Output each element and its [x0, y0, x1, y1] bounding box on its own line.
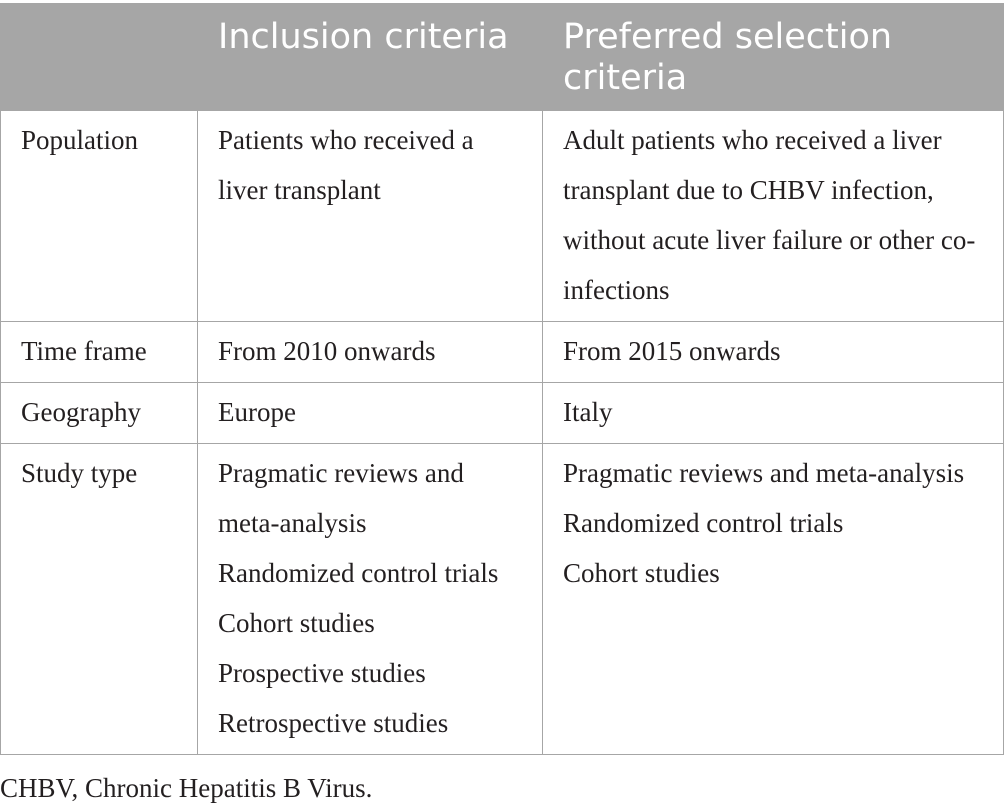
header-row: Inclusion criteria Preferred selection c… — [0, 3, 1004, 111]
inclusion-text: From 2010 onwards — [218, 336, 436, 366]
row-label-text: Time frame — [21, 336, 147, 366]
preferred-cell: Italy — [542, 382, 1004, 444]
preferred-study-item: Pragmatic reviews and meta-analysis — [563, 458, 965, 488]
row-label: Population — [0, 110, 198, 322]
header-inclusion-criteria: Inclusion criteria — [197, 3, 543, 111]
preferred-study-item: Randomized control trials — [563, 508, 844, 538]
inclusion-cell: Pragmatic reviews and meta-analysis Rand… — [197, 443, 543, 755]
table-row-time-frame: Time frame From 2010 onwards From 2015 o… — [0, 321, 1004, 383]
inclusion-text: Patients who received a liver transplant — [218, 125, 474, 205]
preferred-study-item: Cohort studies — [563, 558, 720, 588]
inclusion-cell: From 2010 onwards — [197, 321, 543, 383]
inclusion-cell: Europe — [197, 382, 543, 444]
inclusion-study-item: Pragmatic reviews and meta-analysis — [218, 458, 464, 538]
row-label: Study type — [0, 443, 198, 755]
header-preferred-selection-criteria: Preferred selection criteria — [542, 3, 1004, 111]
preferred-cell: Pragmatic reviews and meta-analysis Rand… — [542, 443, 1004, 755]
preferred-text: Adult patients who received a liver tran… — [563, 125, 976, 305]
preferred-text: From 2015 onwards — [563, 336, 781, 366]
inclusion-study-item: Cohort studies — [218, 608, 375, 638]
criteria-table: Inclusion criteria Preferred selection c… — [0, 3, 1004, 755]
preferred-text: Italy — [563, 397, 613, 427]
table-body: Population Patients who received a liver… — [0, 110, 1004, 755]
preferred-cell: From 2015 onwards — [542, 321, 1004, 383]
table-row-geography: Geography Europe Italy — [0, 382, 1004, 444]
inclusion-study-item: Prospective studies — [218, 658, 426, 688]
header-empty-cell — [0, 3, 198, 111]
row-label-text: Study type — [21, 458, 138, 488]
inclusion-study-item: Retrospective studies — [218, 708, 449, 738]
table-footnote: CHBV, Chronic Hepatitis B Virus. — [0, 773, 373, 803]
row-label-text: Population — [21, 125, 139, 155]
inclusion-cell: Patients who received a liver transplant — [197, 110, 543, 322]
preferred-cell: Adult patients who received a liver tran… — [542, 110, 1004, 322]
table-header: Inclusion criteria Preferred selection c… — [0, 3, 1004, 111]
table-row-population: Population Patients who received a liver… — [0, 110, 1004, 322]
inclusion-text: Europe — [218, 397, 296, 427]
table-row-study-type: Study type Pragmatic reviews and meta-an… — [0, 443, 1004, 755]
row-label: Geography — [0, 382, 198, 444]
row-label: Time frame — [0, 321, 198, 383]
row-label-text: Geography — [21, 397, 141, 427]
inclusion-study-item: Randomized control trials — [218, 558, 499, 588]
